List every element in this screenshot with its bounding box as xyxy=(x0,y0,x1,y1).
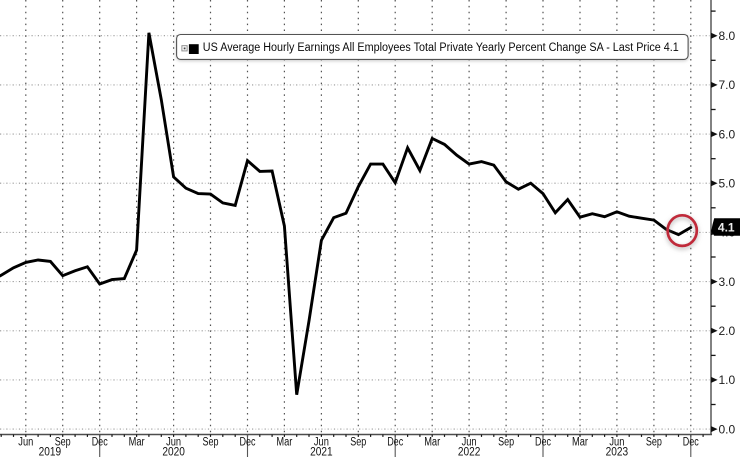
svg-text:6.0: 6.0 xyxy=(719,127,736,141)
svg-text:5.0: 5.0 xyxy=(719,177,736,191)
svg-text:Jun: Jun xyxy=(166,436,181,448)
svg-text:Sep: Sep xyxy=(498,436,514,448)
svg-text:US Average Hourly Earnings All: US Average Hourly Earnings All Employees… xyxy=(203,42,679,54)
svg-text:Sep: Sep xyxy=(646,436,662,448)
svg-text:Sep: Sep xyxy=(350,436,366,448)
svg-text:Dec: Dec xyxy=(387,436,403,448)
svg-text:Jun: Jun xyxy=(314,436,329,448)
svg-text:1.0: 1.0 xyxy=(719,373,736,387)
svg-text:Jun: Jun xyxy=(609,436,624,448)
svg-text:3.0: 3.0 xyxy=(719,275,736,289)
svg-text:Dec: Dec xyxy=(683,436,699,448)
svg-text:2023: 2023 xyxy=(606,447,629,458)
svg-text:2019: 2019 xyxy=(39,447,62,458)
svg-text:2020: 2020 xyxy=(162,447,185,458)
svg-text:2022: 2022 xyxy=(458,447,481,458)
svg-text:7.0: 7.0 xyxy=(719,78,736,92)
svg-text:Dec: Dec xyxy=(92,436,108,448)
svg-text:Sep: Sep xyxy=(55,436,71,448)
svg-text:2021: 2021 xyxy=(310,447,333,458)
svg-text:Dec: Dec xyxy=(535,436,551,448)
svg-text:8.0: 8.0 xyxy=(719,29,736,43)
svg-text:Sep: Sep xyxy=(203,436,219,448)
svg-text:Mar: Mar xyxy=(572,436,588,448)
svg-text:4.1: 4.1 xyxy=(718,221,735,235)
svg-text:0.0: 0.0 xyxy=(719,422,736,436)
svg-text:Jun: Jun xyxy=(18,436,33,448)
svg-text:Mar: Mar xyxy=(129,436,145,448)
svg-text:2.0: 2.0 xyxy=(719,324,736,338)
svg-text:Dec: Dec xyxy=(240,436,256,448)
svg-text:Mar: Mar xyxy=(424,436,440,448)
svg-text:Mar: Mar xyxy=(276,436,292,448)
svg-text:Jun: Jun xyxy=(462,436,477,448)
